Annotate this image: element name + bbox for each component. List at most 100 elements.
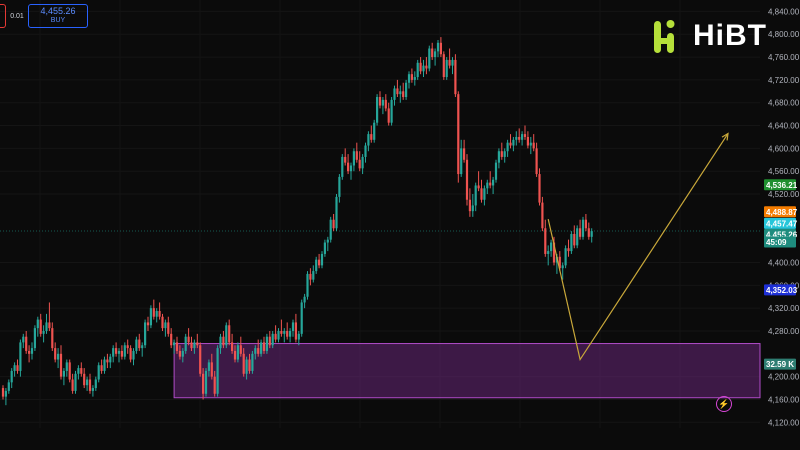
candle <box>65 362 68 371</box>
price-tag <box>764 284 796 296</box>
candle <box>222 336 225 346</box>
candle <box>532 142 535 149</box>
candle <box>451 59 454 66</box>
candle <box>373 122 376 140</box>
candle <box>352 151 355 166</box>
candle <box>454 59 457 95</box>
candle <box>271 333 274 346</box>
candle <box>323 242 326 254</box>
candle <box>71 379 74 391</box>
y-axis-tick-label: 4,280.00 <box>768 327 800 336</box>
candle <box>561 265 564 269</box>
candle <box>138 339 141 349</box>
candle <box>515 136 518 140</box>
candle <box>550 242 553 252</box>
price-tag-label: 4,457.47 <box>766 219 798 228</box>
buy-label: BUY <box>50 17 66 24</box>
candle <box>483 188 486 200</box>
candle <box>419 62 422 72</box>
candle <box>428 48 431 69</box>
candle <box>468 199 471 212</box>
candle <box>399 91 402 95</box>
candle <box>486 182 489 189</box>
candle <box>225 325 228 346</box>
y-axis-tick-label: 4,560.00 <box>768 167 800 176</box>
y-axis-tick-label: 4,640.00 <box>768 122 800 131</box>
candle <box>59 353 63 377</box>
y-axis-tick-label: 4,840.00 <box>768 7 800 16</box>
candle <box>521 134 524 140</box>
candle <box>207 362 210 371</box>
candle <box>581 219 585 237</box>
candle <box>590 231 593 237</box>
price-tag-label: 45:09 <box>766 238 787 247</box>
candle <box>22 336 25 343</box>
candle <box>320 253 324 266</box>
candle <box>518 136 521 140</box>
candle <box>576 228 579 246</box>
candle <box>448 59 451 66</box>
candle <box>367 134 370 146</box>
candle <box>164 322 167 329</box>
candle <box>97 365 100 380</box>
candle <box>25 336 28 351</box>
candle <box>260 342 263 354</box>
trend-line <box>547 133 729 362</box>
candle <box>558 256 561 269</box>
candle <box>175 342 179 351</box>
candle <box>115 348 118 354</box>
candle <box>390 99 393 123</box>
candle <box>283 330 286 334</box>
candle <box>146 322 150 326</box>
candle <box>39 319 42 334</box>
candle <box>405 82 408 98</box>
candle <box>100 365 103 371</box>
price-tag <box>764 206 796 218</box>
candle <box>492 179 495 186</box>
candle <box>16 365 19 371</box>
candle <box>526 136 529 146</box>
candle <box>309 273 312 280</box>
buy-button[interactable]: 4,455.26 BUY <box>28 4 88 28</box>
lightning-icon[interactable]: ⚡ <box>716 396 732 412</box>
candle <box>286 330 289 337</box>
candle <box>341 156 344 177</box>
candle <box>294 322 297 340</box>
candle <box>396 88 399 95</box>
price-tag <box>764 217 796 229</box>
candle <box>497 151 500 163</box>
candle <box>338 176 341 197</box>
candle <box>210 362 213 377</box>
candle <box>213 376 216 394</box>
candle <box>74 373 77 391</box>
candle <box>370 134 373 140</box>
price-tag <box>764 179 796 191</box>
hibt-logo-icon <box>654 20 675 53</box>
candle <box>248 359 251 371</box>
candle <box>126 345 129 349</box>
candle <box>173 342 176 346</box>
candle <box>332 219 335 229</box>
candle <box>193 342 196 349</box>
sell-button[interactable] <box>0 4 6 28</box>
candle <box>161 316 164 329</box>
candle <box>91 388 94 391</box>
candle <box>297 333 300 340</box>
candle <box>236 345 239 360</box>
candle <box>407 74 411 83</box>
candle <box>251 353 254 371</box>
candle <box>144 322 147 346</box>
hibt-logo: HiBT <box>653 18 767 54</box>
candle <box>54 348 57 360</box>
candle <box>233 350 237 360</box>
candle <box>436 42 440 52</box>
price-tag-label: 4,536.21 <box>766 181 798 190</box>
candle <box>262 342 266 351</box>
candle <box>570 233 573 252</box>
candle <box>349 165 353 172</box>
y-axis-tick-label: 4,600.00 <box>768 144 800 153</box>
y-axis-tick-label: 4,800.00 <box>768 30 800 39</box>
candle <box>422 65 425 72</box>
